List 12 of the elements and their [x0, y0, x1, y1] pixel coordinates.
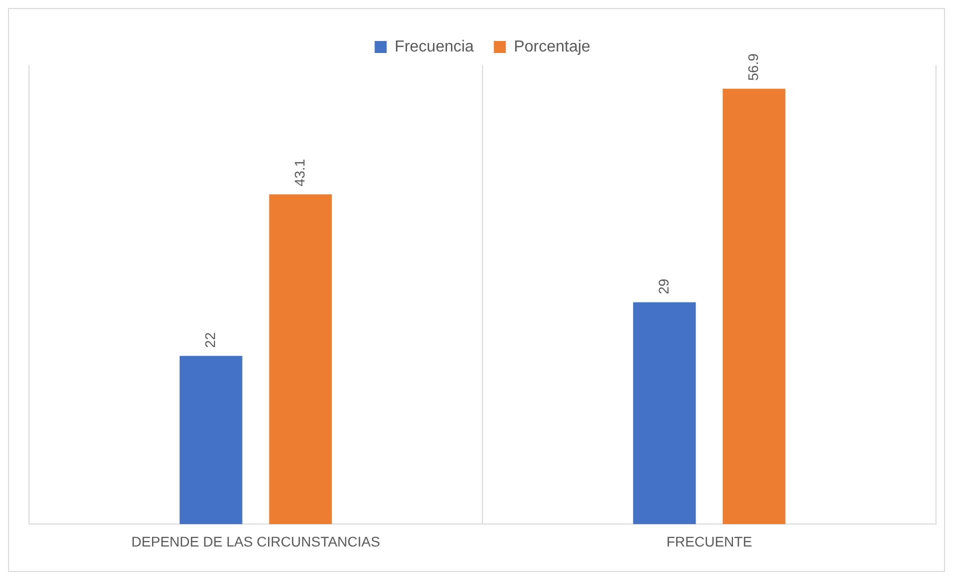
- bar: [269, 194, 332, 524]
- x-tick-label: DEPENDE DE LAS CIRCUNSTANCIAS: [131, 533, 380, 550]
- bar: [722, 88, 786, 524]
- data-label: 43.1: [291, 158, 308, 186]
- data-label: 22: [202, 332, 218, 348]
- data-label: 29: [655, 278, 672, 294]
- legend-label: Frecuencia: [394, 38, 474, 56]
- x-tick-label: FRECUENTE: [666, 533, 752, 550]
- bar: [180, 356, 242, 524]
- bar: [633, 302, 696, 524]
- data-label: 56.9: [744, 53, 761, 81]
- legend-label: Porcentaje: [514, 38, 590, 56]
